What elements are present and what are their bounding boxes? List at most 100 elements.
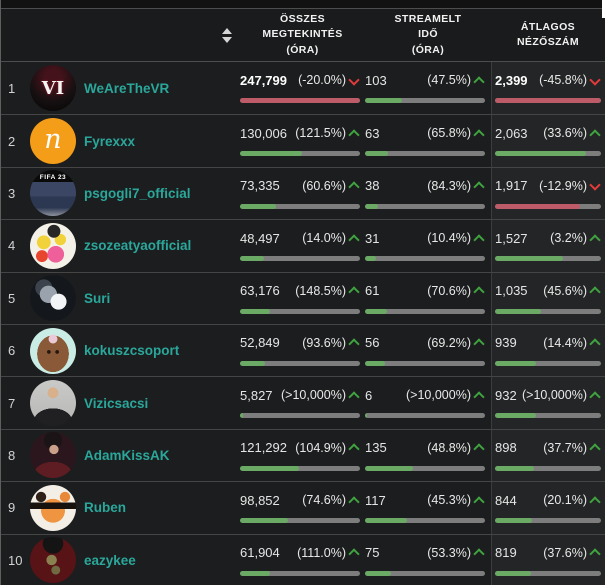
metric-bar-fill — [365, 465, 413, 471]
table-header: ÖSSZES MEGTEKINTÉS (ÓRA) STREAMELT IDŐ (… — [0, 9, 605, 62]
trend-up-icon — [589, 442, 601, 455]
trend-up-icon — [473, 547, 485, 560]
chevron-up — [473, 234, 485, 246]
header-average-viewers[interactable]: ÁTLAGOS NÉZŐSZÁM — [516, 20, 580, 48]
avatar-cell: VI — [30, 65, 84, 112]
metric-value: 61 — [365, 283, 380, 299]
channel-link[interactable]: eazykee — [84, 552, 136, 568]
channel-link[interactable]: kokuszcsoport — [84, 343, 180, 359]
metric-change: (148.5%) — [295, 284, 360, 298]
wearethevr-logo-avatar[interactable]: VI — [30, 65, 76, 112]
chevron-up — [589, 391, 601, 403]
header-total-views[interactable]: ÖSSZES MEGTEKINTÉS (ÓRA) — [262, 13, 343, 56]
metric-change-text: (>10,000%) — [406, 388, 471, 403]
channel-link[interactable]: Vizicsacsi — [84, 395, 149, 411]
metric-bar-fill — [495, 256, 563, 262]
chevron-up — [348, 129, 360, 141]
metric-bar-fill — [240, 98, 360, 103]
metric-change-text: (84.3%) — [427, 178, 471, 193]
metric-bar-fill — [495, 413, 537, 419]
metric-change: (65.8%) — [427, 126, 485, 141]
trend-up-icon — [473, 233, 485, 246]
trend-up-icon — [473, 75, 485, 88]
metric-line: 61 (70.6%) — [365, 282, 485, 300]
metric-line: 56 (69.2%) — [365, 334, 485, 352]
channel-link[interactable]: psgogli7_official — [84, 185, 191, 201]
metric-bar-fill — [240, 360, 266, 366]
sort-both-icon[interactable] — [222, 27, 232, 43]
metric-bar-track — [365, 256, 485, 262]
trend-up-icon — [473, 495, 485, 508]
metric-change-text: (37.6%) — [543, 545, 587, 560]
header-streamed-time[interactable]: STREAMELT IDŐ (ÓRA) — [394, 13, 462, 56]
psgogli7-fifa-photo-avatar[interactable]: FIFA 23 — [30, 170, 76, 217]
chevron-up — [348, 286, 360, 298]
chevron-up — [348, 391, 360, 403]
metric-value: 819 — [495, 545, 517, 561]
channel-link[interactable]: zsozeatyaofficial — [84, 238, 192, 254]
trend-up-icon — [348, 337, 360, 351]
trend-down-icon — [589, 179, 601, 191]
rank-number: 5 — [8, 290, 16, 306]
ruben-dog-sunglasses-avatar[interactable] — [30, 484, 76, 531]
channel-link[interactable]: Ruben — [84, 500, 126, 516]
metric-bar-track — [365, 98, 485, 103]
metric-value: 1,035 — [495, 283, 528, 299]
zsozeatya-art-avatar[interactable] — [30, 222, 76, 269]
channel-link[interactable]: Suri — [84, 290, 111, 306]
metric-bar-track — [495, 570, 601, 576]
avatar-cell — [30, 275, 84, 322]
metric-line: 63,176 (148.5%) — [240, 282, 360, 300]
metric-bar-fill — [365, 413, 368, 419]
avatar-label: VI — [41, 77, 65, 99]
metric-line: 103 (47.5%) — [365, 71, 485, 89]
trend-up-icon — [473, 128, 485, 141]
suri-wolf-avatar[interactable] — [30, 275, 76, 322]
metric-change-text: (>10,000%) — [522, 388, 587, 403]
fyrexxx-logo-avatar[interactable]: n — [30, 118, 76, 165]
metric-change: (53.3%) — [427, 546, 485, 560]
trend-up-icon — [589, 495, 601, 508]
trend-up-icon — [348, 285, 360, 298]
kokusz-coconut-avatar[interactable] — [30, 327, 76, 374]
metric-bar-fill — [365, 360, 386, 366]
chevron-up — [589, 443, 601, 455]
trend-up-icon — [348, 390, 360, 403]
metric-change-text: (93.6%) — [302, 335, 346, 350]
metric-change: (>10,000%) — [522, 388, 601, 403]
chevron-up — [348, 548, 360, 560]
metric-cell: 52,849 (93.6%) — [240, 325, 365, 376]
channel-link[interactable]: Fyrexxx — [84, 133, 136, 149]
chevron-up — [589, 548, 601, 560]
channel-link[interactable]: WeAreTheVR — [84, 80, 170, 96]
rank-number: 8 — [8, 447, 16, 463]
adamkiss-photo-avatar[interactable] — [30, 432, 76, 479]
metric-change: (84.3%) — [427, 179, 485, 193]
metric-change: (33.6%) — [543, 126, 601, 141]
metric-line: 898 (37.7%) — [495, 439, 601, 457]
metric-cell: 73,335 (60.6%) — [240, 168, 365, 219]
metric-line: 61,904 (111.0%) — [240, 544, 360, 562]
metric-change-text: (-20.0%) — [298, 73, 346, 87]
trend-up-icon — [348, 233, 360, 246]
metric-change: (>10,000%) — [281, 388, 360, 403]
metric-change: (45.6%) — [543, 284, 601, 298]
avatar-cell — [30, 380, 84, 427]
chevron-down — [589, 73, 601, 86]
metric-line: 819 (37.6%) — [495, 544, 601, 562]
metric-cell: 130,006 (121.5%) — [240, 115, 365, 166]
vizicsacsi-photo-avatar[interactable] — [30, 380, 76, 427]
metric-value: 103 — [365, 72, 387, 88]
trend-down-icon — [589, 73, 601, 86]
metric-change-text: (14.4%) — [543, 335, 587, 350]
metric-line: 117 (45.3%) — [365, 491, 485, 509]
metric-change: (104.9%) — [295, 441, 360, 455]
metric-line: 1,035 (45.6%) — [495, 282, 601, 300]
channel-link[interactable]: AdamKissAK — [84, 447, 170, 463]
rank-number: 6 — [8, 343, 16, 359]
chevron-up — [589, 338, 601, 351]
trend-up-icon — [589, 128, 601, 141]
eazykee-art-avatar[interactable] — [30, 537, 76, 584]
metric-bar-track — [495, 360, 601, 366]
chevron-down — [348, 73, 360, 86]
